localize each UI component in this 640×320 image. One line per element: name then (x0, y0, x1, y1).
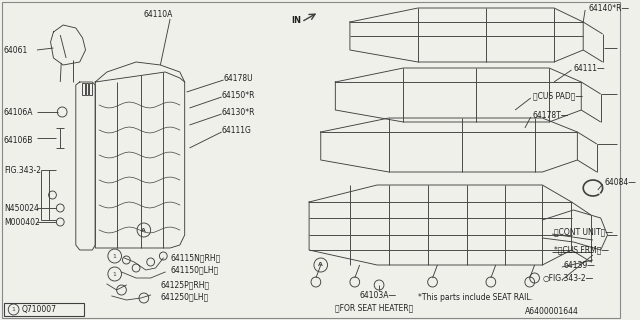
Text: 64111G: 64111G (221, 125, 252, 134)
Bar (90, 83, 92, 95)
Text: 641250〈LH〉: 641250〈LH〉 (161, 292, 209, 301)
Text: 64150*R: 64150*R (221, 91, 255, 100)
Text: 64140*R—: 64140*R— (588, 4, 629, 12)
Circle shape (314, 258, 328, 272)
Text: 64111—: 64111— (573, 63, 605, 73)
Text: Q710007: Q710007 (21, 305, 56, 314)
Text: 1: 1 (113, 271, 116, 276)
Text: A: A (318, 262, 323, 268)
Text: A: A (141, 228, 147, 233)
Text: 64106A: 64106A (4, 108, 33, 116)
Text: ○FIG.343-2—: ○FIG.343-2— (542, 274, 594, 283)
Circle shape (137, 223, 150, 237)
Text: 641150〈LH〉: 641150〈LH〉 (170, 266, 218, 275)
Text: 〈CONT UNIT〉—: 〈CONT UNIT〉— (554, 228, 613, 236)
Text: 64115N〈RH〉: 64115N〈RH〉 (170, 253, 220, 262)
Text: 1: 1 (12, 307, 15, 312)
Text: 64125P〈RH〉: 64125P〈RH〉 (161, 281, 209, 290)
Text: N450024: N450024 (4, 204, 39, 212)
Text: 64106B: 64106B (4, 135, 33, 145)
Text: 64178T—: 64178T— (532, 110, 569, 119)
Text: 〈CUS PAD〉—: 〈CUS PAD〉— (532, 92, 582, 100)
Text: *〈CUS FRM〉—: *〈CUS FRM〉— (554, 245, 609, 254)
Text: M000402: M000402 (4, 218, 40, 227)
Text: 〈FOR SEAT HEATER〉: 〈FOR SEAT HEATER〉 (335, 303, 413, 313)
Text: IN: IN (292, 15, 301, 25)
Text: A6400001644: A6400001644 (525, 308, 579, 316)
Bar (82, 83, 84, 95)
Text: *This parts include SEAT RAIL.: *This parts include SEAT RAIL. (418, 293, 533, 302)
Text: 64084—: 64084— (605, 178, 636, 187)
Circle shape (8, 304, 19, 315)
Circle shape (108, 249, 122, 263)
Text: 1: 1 (113, 253, 116, 259)
Text: 64139—: 64139— (564, 260, 596, 269)
Text: 64103A—: 64103A— (360, 292, 397, 300)
Text: 64178U: 64178U (223, 74, 253, 83)
Text: 64110A: 64110A (144, 10, 173, 19)
Text: 64130*R: 64130*R (221, 108, 255, 116)
Bar (86, 83, 88, 95)
Text: 64061: 64061 (4, 45, 28, 54)
Text: FIG.343-2: FIG.343-2 (4, 165, 41, 174)
Circle shape (108, 267, 122, 281)
